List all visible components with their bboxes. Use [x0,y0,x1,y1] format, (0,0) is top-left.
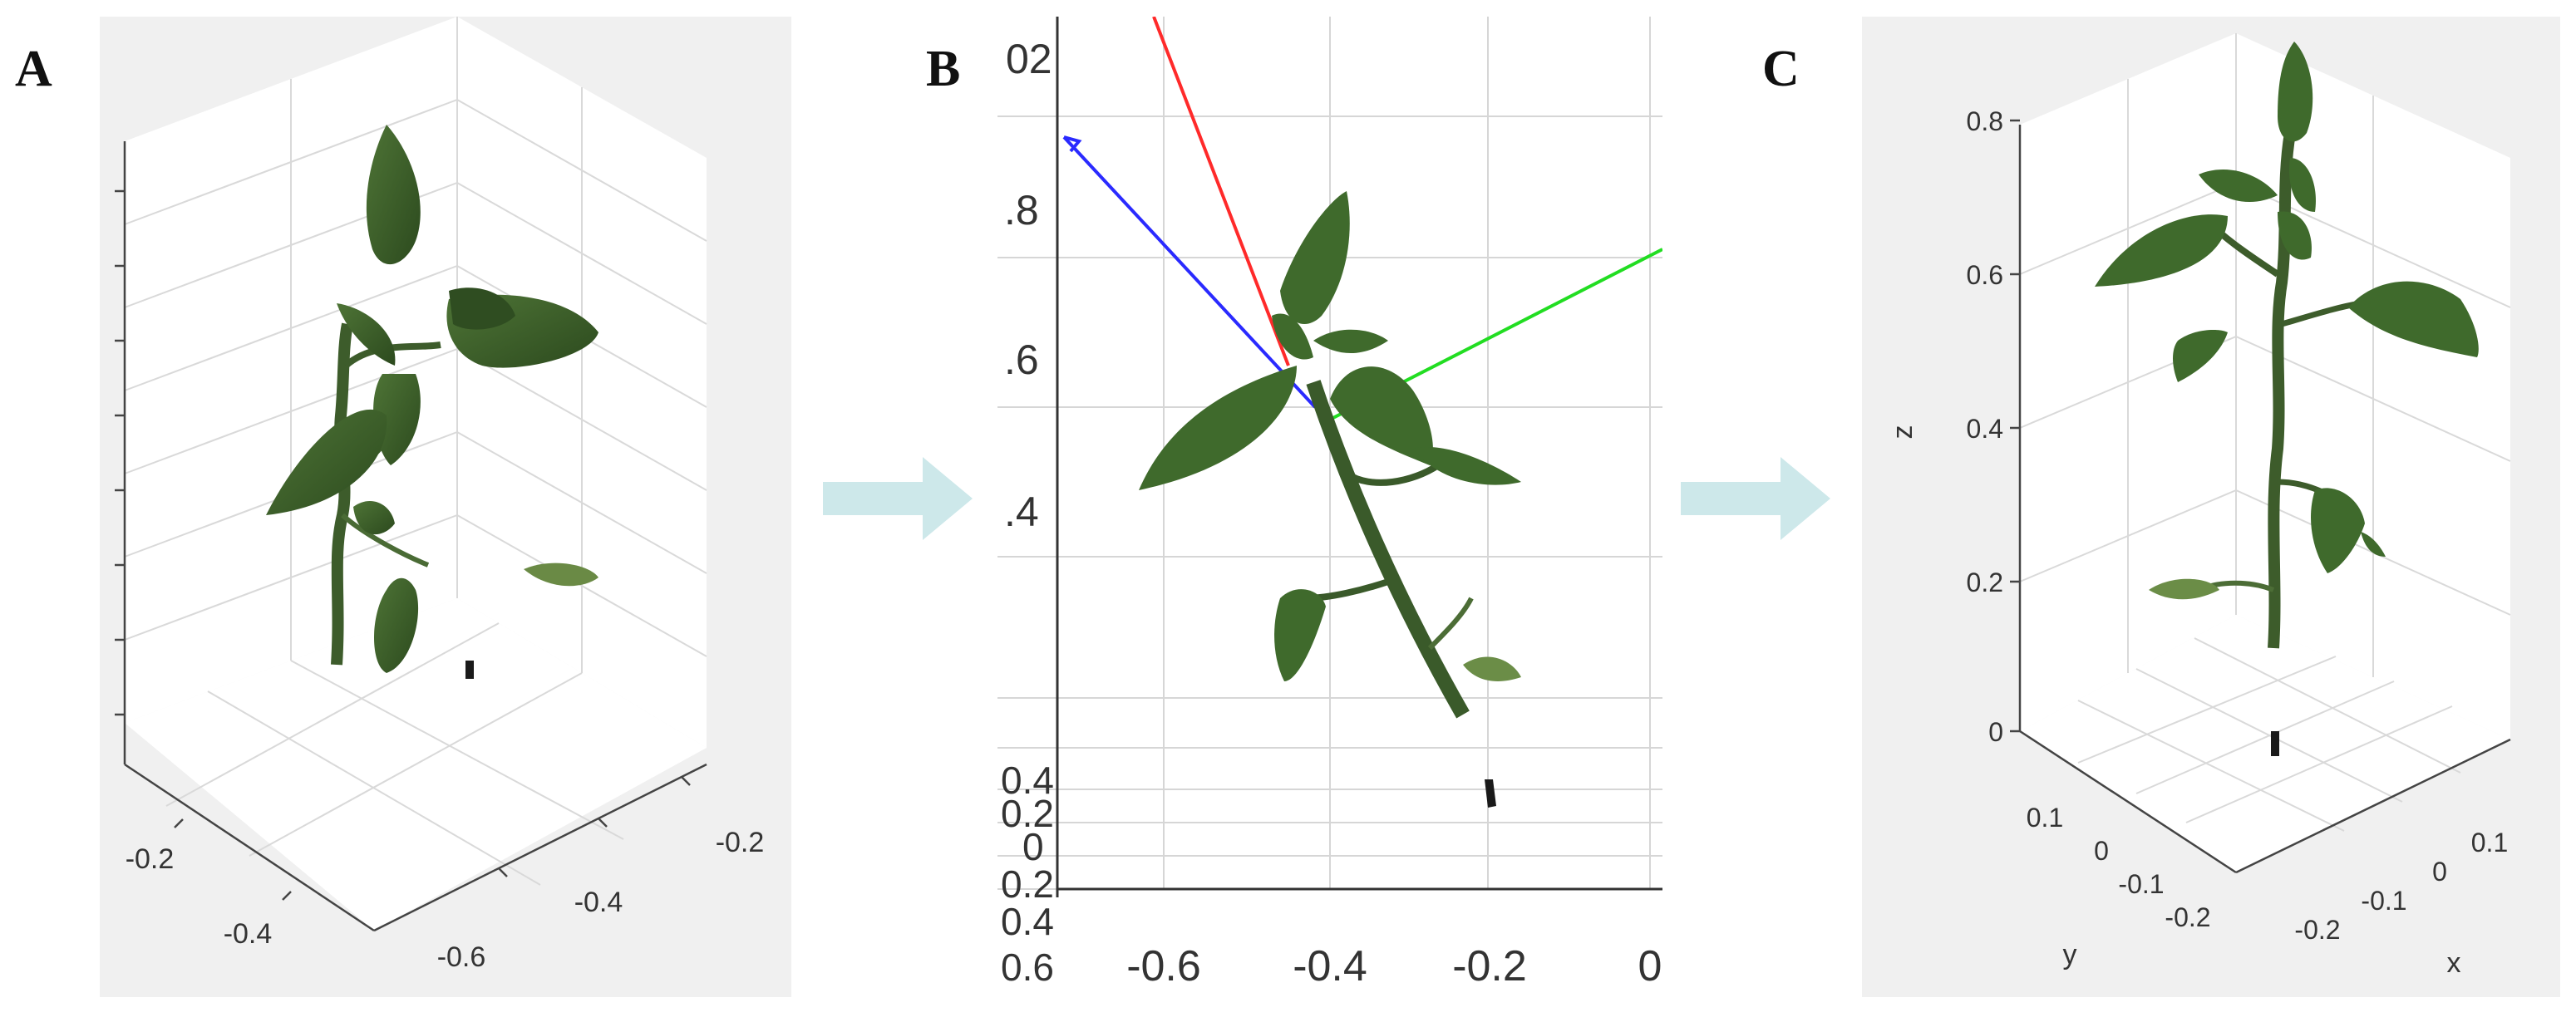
panel-c-ztick-2: 0.6 [1967,260,2003,290]
panel-b-ytick-top-1: 02 [1006,36,1052,82]
panel-c-xtick-1: -0.2 [2294,915,2340,945]
panel-a-plot: -0.2 -0.4 -0.2 -0.4 -0.6 [100,17,791,997]
panel-a-tick-right-2: -0.4 [574,887,623,918]
panel-b-ytick-bottom-2: 0.2 [1001,792,1054,835]
plant-point-cloud-a [266,125,598,679]
panel-c-ytick-4: -0.2 [2165,902,2210,932]
panel-b-ytick-bottom-4: 0.2 [1001,862,1054,906]
panel-label-c: C [1762,41,1800,97]
panel-b-xtick-1: -0.6 [1126,942,1201,990]
panel-c-xtick-2: -0.1 [2361,886,2406,916]
panel-b-ytick-bottom-6: 0.6 [1001,946,1054,989]
panel-c-ytick-1: 0.1 [2027,803,2063,833]
panel-c-ztick-1: 0.8 [1967,106,2003,136]
panel-b-plot: 02 .8 .6 .4 0.4 0.2 0 0.2 0.4 0.6 -0.6 -… [997,17,1662,1005]
panel-c-ztick-5: 0 [1988,717,2003,747]
transition-arrow-1 [823,457,973,540]
panel-label-b: B [926,41,961,97]
plant-point-cloud-b [1139,191,1521,808]
panel-b-ytick-top-4: .4 [1004,489,1039,535]
panel-c-xtick-4: 0.1 [2471,828,2508,857]
panel-a-tick-left-1: -0.2 [126,843,175,875]
panel-a-tick-right-1: -0.2 [716,827,765,858]
panel-b-xtick-3: -0.2 [1452,942,1527,990]
panel-c-ztick-3: 0.4 [1967,414,2003,444]
panel-c-x-label: x [2447,947,2461,979]
panel-b-ytick-bottom-5: 0.4 [1001,900,1054,943]
panel-b-xtick-2: -0.4 [1293,942,1367,990]
panel-c-ytick-2: 0 [2094,836,2109,866]
panel-c-xtick-3: 0 [2432,857,2447,887]
panel-c-ztick-4: 0.2 [1967,568,2003,597]
panel-c-z-label: z [1887,425,1918,440]
panel-c-ytick-3: -0.1 [2118,869,2164,899]
panel-b-ytick-top-2: .8 [1004,187,1039,233]
panel-b-ytick-bottom-1: 0.4 [1001,759,1054,802]
panel-a-tick-right-3: -0.6 [437,941,486,973]
panel-c-plot: 0.8 0.6 0.4 0.2 0 z 0.1 0 -0.1 -0.2 y -0… [1862,17,2560,997]
panel-b-ytick-bottom-3: 0 [1022,825,1044,868]
transition-arrow-2 [1681,457,1830,540]
panel-a-tick-left-2: -0.4 [224,918,273,950]
plant-point-cloud-c [2095,42,2479,756]
panel-b-ytick-top-3: .6 [1004,337,1039,383]
panel-c-y-label: y [2063,939,2077,970]
panel-b-xtick-4: 0 [1638,942,1662,990]
panel-label-a: A [15,41,52,97]
